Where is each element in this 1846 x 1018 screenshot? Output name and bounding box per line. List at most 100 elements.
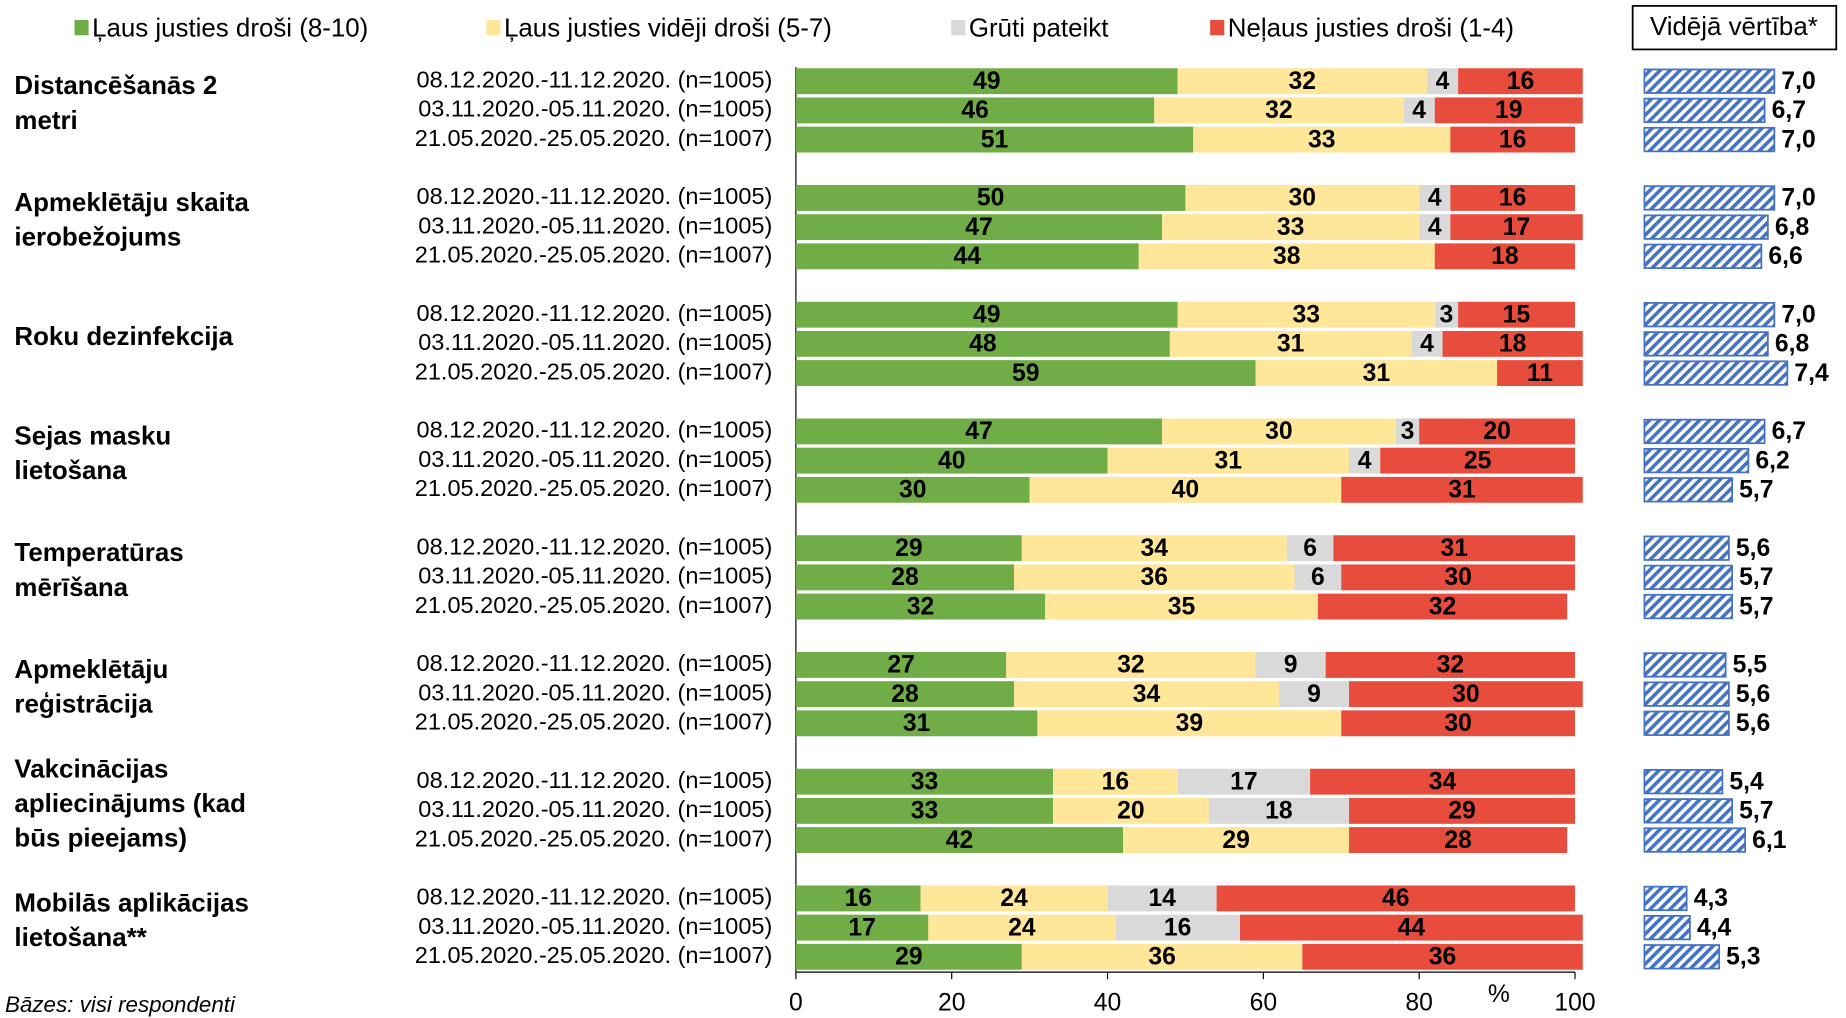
data-label: 24: [1008, 914, 1036, 941]
data-label: 4: [1428, 214, 1442, 241]
bar-segment: [1302, 943, 1583, 970]
data-label: 18: [1491, 243, 1518, 270]
data-label: 18: [1499, 331, 1526, 358]
mean-label: 5,3: [1726, 944, 1760, 971]
bar-segment: [795, 535, 1022, 562]
mean-bar: [1643, 331, 1769, 357]
data-label: 44: [1398, 914, 1426, 941]
data-label: 6: [1311, 564, 1325, 591]
mean-label: 5,6: [1736, 681, 1770, 708]
bar-segment: [795, 185, 1186, 211]
bar-segment: [795, 68, 1178, 95]
data-label: 11: [1527, 360, 1553, 387]
bar-segment: [795, 885, 921, 912]
bar-segment: [1216, 885, 1575, 912]
data-label: 30: [1289, 185, 1316, 212]
bar-segment: [795, 914, 929, 941]
group-label-line: apliecinājums (kad: [14, 790, 246, 818]
data-label: 36: [1141, 564, 1168, 591]
mean-label: 5,6: [1736, 710, 1770, 737]
bar-segment: [1325, 651, 1575, 678]
data-label: 35: [1168, 593, 1196, 620]
data-label: 40: [1172, 477, 1199, 504]
mean-bar: [1643, 564, 1734, 591]
bar-segment: [1278, 681, 1350, 708]
bar-segment: [795, 360, 1256, 387]
bar-segment: [795, 681, 1015, 708]
bar-segment: [1045, 593, 1318, 620]
mean-label: 6,7: [1772, 97, 1806, 124]
bar-segment: [1107, 885, 1217, 912]
mean-bar: [1643, 681, 1730, 707]
bar-segment: [1162, 418, 1396, 445]
data-label: 31: [1440, 535, 1468, 562]
data-label: 4: [1428, 185, 1442, 212]
mean-label: 6,6: [1768, 243, 1802, 270]
data-label: 48: [969, 331, 996, 358]
data-label: 16: [1164, 914, 1191, 941]
bar-segment: [1341, 710, 1575, 737]
mean-bar: [1643, 535, 1730, 561]
bar-segment: [1403, 97, 1435, 124]
data-label: 46: [961, 97, 988, 124]
group-label: Mobilās aplikācijas lietošana**: [14, 889, 248, 952]
data-label: 39: [1176, 710, 1203, 737]
mean-bar: [1643, 243, 1763, 269]
data-label: 32: [1429, 593, 1456, 620]
data-label: 31: [1215, 447, 1243, 474]
bar-segment: [1154, 97, 1404, 124]
legend-label: Neļaus justies droši (1-4): [1228, 14, 1514, 42]
data-label: 32: [1265, 97, 1292, 124]
bar-segment: [1434, 243, 1575, 270]
bar-segment: [1434, 97, 1583, 124]
bar-segment: [795, 943, 1022, 970]
data-label: 30: [1452, 681, 1479, 708]
bar-segment: [1497, 360, 1583, 387]
group-label-line: Mobilās aplikācijas: [14, 889, 248, 917]
row-label: 21.05.2020.-25.05.2020. (n=1007): [415, 592, 773, 618]
bar-segment: [1317, 593, 1568, 620]
data-label: 34: [1429, 768, 1457, 795]
bar-segment: [795, 651, 1007, 678]
data-label: 20: [1117, 798, 1144, 825]
data-label: 9: [1307, 681, 1321, 708]
bar-segment: [1395, 418, 1420, 445]
data-label: 3: [1401, 418, 1415, 445]
group-label: Sejas masku lietošana: [14, 422, 171, 485]
row-label: 21.05.2020.-25.05.2020. (n=1007): [415, 709, 773, 735]
row-label: 08.12.2020.-11.12.2020. (n=1005): [417, 66, 773, 92]
mean-label: 6,8: [1775, 331, 1809, 358]
mean-bar: [1643, 68, 1776, 94]
row-label: 21.05.2020.-25.05.2020. (n=1007): [415, 942, 773, 968]
row-label: 21.05.2020.-25.05.2020. (n=1007): [415, 125, 773, 151]
data-label: 3: [1440, 301, 1454, 328]
data-label: 27: [887, 652, 914, 679]
data-label: 49: [973, 68, 1000, 95]
group-label: Vakcinācijas apliecinājums (kad būs pieeja…: [14, 755, 246, 852]
data-label: 4: [1358, 447, 1372, 474]
bar-segment: [1349, 681, 1583, 708]
mean-bar: [1643, 185, 1776, 211]
group-label-line: mērīšana: [14, 574, 128, 602]
bar-segment: [1419, 214, 1451, 241]
bar-segment: [795, 214, 1163, 241]
group-label-line: Temperatūras: [14, 539, 183, 567]
group-label: Apmeklētāju reģistrācija: [14, 656, 168, 719]
x-axis-label: %: [1488, 981, 1510, 1008]
data-label: 14: [1148, 885, 1176, 912]
row-label: 08.12.2020.-11.12.2020. (n=1005): [417, 533, 773, 559]
mean-bar: [1643, 652, 1727, 678]
bar-segment: [795, 797, 1053, 824]
mean-bar: [1643, 944, 1721, 970]
bar-segment: [1419, 185, 1451, 211]
data-label: 47: [965, 418, 992, 445]
mean-title: Vidējā vērtība*: [1650, 13, 1818, 41]
data-label: 31: [1448, 477, 1476, 504]
bar-segment: [1014, 681, 1279, 708]
data-label: 30: [899, 477, 926, 504]
legend-label: Ļaus justies vidēji droši (5-7): [504, 14, 832, 42]
data-label: 34: [1141, 535, 1169, 562]
data-label: 4: [1436, 68, 1450, 95]
data-label: 49: [973, 301, 1000, 328]
